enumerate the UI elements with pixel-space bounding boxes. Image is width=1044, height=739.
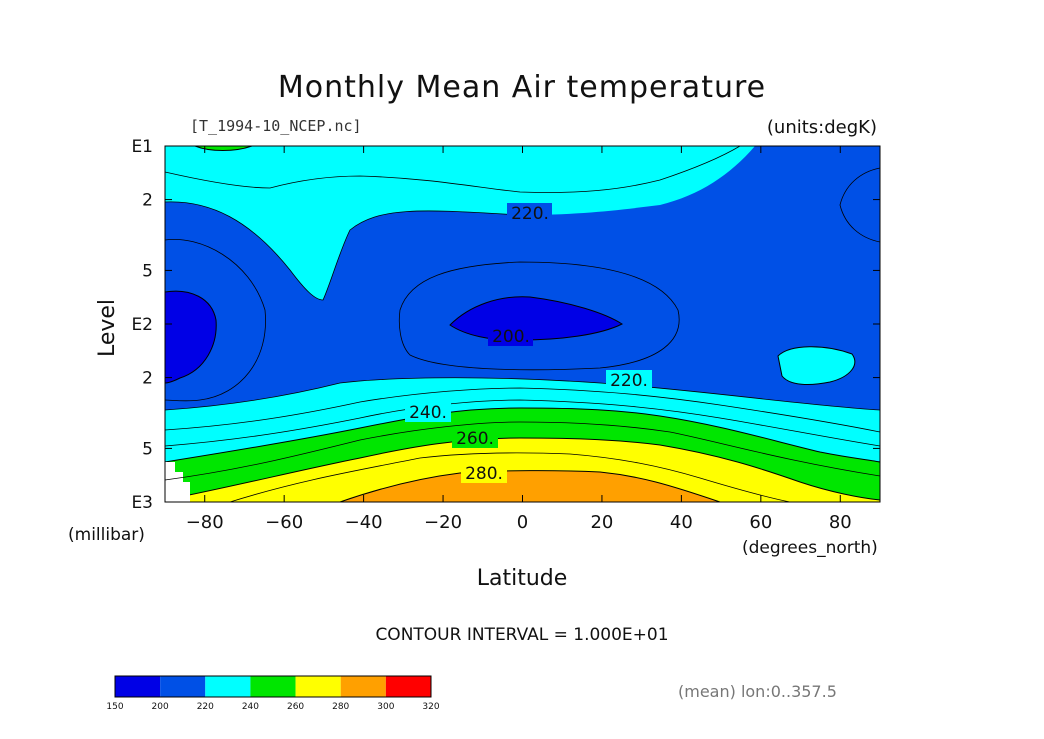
y-tick-label: E2 bbox=[131, 315, 153, 335]
label-bg-280 bbox=[461, 463, 507, 483]
y-axis-title: Level bbox=[95, 299, 120, 357]
region-220-240-patch bbox=[777, 346, 856, 385]
colorbar-level-label: 220 bbox=[197, 702, 214, 712]
x-tick-label: −60 bbox=[265, 512, 303, 533]
y-tick-label: E1 bbox=[131, 137, 153, 157]
contour-label-240: 240. bbox=[409, 403, 447, 423]
label-bg-240 bbox=[405, 402, 451, 422]
x-tick-label: −20 bbox=[424, 512, 462, 533]
contour-labels: 220. 200. 220. 240. 260. 280. bbox=[409, 204, 648, 484]
y-tick-label: 2 bbox=[142, 369, 153, 389]
colorbar-level-label: 240 bbox=[242, 702, 259, 712]
contour-line-210-center bbox=[398, 261, 680, 371]
missing-data-corner bbox=[165, 462, 190, 502]
colorbar-level-label: 300 bbox=[377, 702, 394, 712]
x-axis: −80 −60 −40 −20 0 20 40 60 80 bbox=[186, 146, 852, 533]
contour-line-210-east bbox=[839, 167, 880, 243]
x-axis-title: Latitude bbox=[477, 566, 568, 591]
colorbar-swatch bbox=[250, 676, 296, 697]
colorbar-level-label: 200 bbox=[152, 702, 169, 712]
footer-note: (mean) lon:0..357.5 bbox=[678, 682, 837, 701]
x-tick-label: 20 bbox=[590, 512, 613, 533]
contour-line-225 bbox=[165, 146, 741, 193]
contour-interval-text: CONTOUR INTERVAL = 1.000E+01 bbox=[375, 625, 668, 645]
y-axis: E1 2 5 E2 2 5 E3 bbox=[131, 137, 880, 513]
contour-line-210-west bbox=[165, 238, 266, 402]
contour-fill-group bbox=[165, 146, 880, 502]
contour-line-200-west bbox=[165, 201, 521, 301]
file-label: [T_1994-10_NCEP.nc] bbox=[190, 117, 362, 135]
contour-label-220-top: 220. bbox=[511, 204, 549, 224]
x-tick-label: 0 bbox=[517, 512, 528, 533]
y-tick-label: E3 bbox=[131, 493, 153, 513]
colorbar-swatch bbox=[160, 676, 206, 697]
y-units-label: (millibar) bbox=[68, 525, 145, 545]
colorbar-swatch bbox=[205, 676, 251, 697]
x-units-label: (degrees_north) bbox=[742, 538, 878, 558]
y-tick-label: 5 bbox=[142, 439, 153, 459]
label-bg-220-top bbox=[507, 203, 552, 223]
colorbar-level-label: 260 bbox=[287, 702, 304, 712]
y-tick-label: 2 bbox=[142, 191, 153, 211]
units-label: (units:degK) bbox=[767, 117, 877, 138]
label-bg-220-mid bbox=[606, 370, 652, 390]
colorbar-swatch bbox=[115, 676, 161, 697]
contour-line-230 bbox=[165, 387, 880, 433]
contour-label-220-mid: 220. bbox=[610, 371, 648, 391]
y-tick-label: 5 bbox=[142, 261, 153, 281]
region-280-300 bbox=[339, 470, 721, 502]
x-tick-label: 60 bbox=[749, 512, 772, 533]
colorbar-frame bbox=[114, 675, 432, 698]
colorbar-level-label: 320 bbox=[422, 702, 439, 712]
x-tick-label: −40 bbox=[345, 512, 383, 533]
region-190-200-west bbox=[165, 290, 217, 384]
colorbar-swatch bbox=[385, 676, 431, 697]
contour-label-280: 280. bbox=[465, 464, 503, 484]
x-tick-label: 80 bbox=[829, 512, 852, 533]
colorbar-level-label: 280 bbox=[332, 702, 349, 712]
contour-line-270 bbox=[229, 452, 791, 502]
colorbar-swatch bbox=[340, 676, 386, 697]
label-bg-260 bbox=[452, 428, 498, 448]
colorbar: 150 200 220 240 260 280 300 320 bbox=[106, 675, 440, 712]
region-200-220-main bbox=[165, 146, 880, 410]
label-bg-200 bbox=[488, 326, 533, 346]
x-tick-label: −80 bbox=[186, 512, 224, 533]
contour-label-200: 200. bbox=[492, 327, 530, 347]
contour-line-220-lower bbox=[165, 377, 880, 411]
chart-title: Monthly Mean Air temperature bbox=[278, 70, 766, 105]
colorbar-level-label: 150 bbox=[106, 702, 123, 712]
x-tick-label: 40 bbox=[670, 512, 693, 533]
contour-line-250 bbox=[165, 421, 880, 481]
contour-line-240 bbox=[165, 399, 880, 447]
contour-lines bbox=[165, 146, 880, 502]
colorbar-swatch bbox=[295, 676, 341, 697]
region-260-280 bbox=[165, 437, 880, 502]
contour-label-260: 260. bbox=[456, 429, 494, 449]
